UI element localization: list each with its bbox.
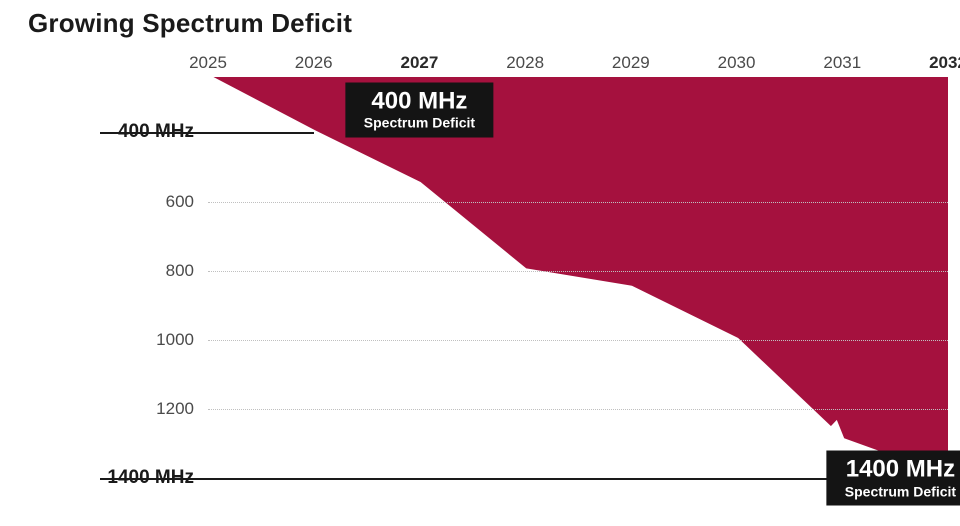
callout-label: Spectrum Deficit bbox=[364, 115, 475, 132]
gridline-y bbox=[208, 271, 948, 272]
y-tick-label: 1000 bbox=[156, 330, 194, 350]
callout-400: 400 MHz Spectrum Deficit bbox=[346, 82, 493, 137]
chart-title: Growing Spectrum Deficit bbox=[28, 8, 352, 39]
y-tick-label: 1200 bbox=[156, 399, 194, 419]
callout-value: 400 MHz bbox=[364, 88, 475, 113]
chart-plot-area: 400 MHz600800100012001400 MHz20252026202… bbox=[208, 55, 948, 506]
x-tick-label: 2028 bbox=[506, 53, 544, 73]
gridline-y bbox=[208, 409, 948, 410]
area-line-svg bbox=[208, 55, 948, 506]
chart-frame: Growing Spectrum Deficit 400 MHz60080010… bbox=[0, 0, 960, 526]
x-tick-label: 2029 bbox=[612, 53, 650, 73]
reference-line bbox=[100, 478, 953, 480]
gridline-y bbox=[208, 340, 948, 341]
callout-label: Spectrum Deficit bbox=[845, 483, 956, 500]
callout-value: 1400 MHz bbox=[845, 457, 956, 482]
x-tick-label: 2031 bbox=[823, 53, 861, 73]
reference-line bbox=[100, 132, 314, 134]
gridline-y bbox=[208, 202, 948, 203]
x-tick-label: 2027 bbox=[401, 53, 439, 73]
y-tick-label: 800 bbox=[166, 261, 194, 281]
x-tick-label: 2030 bbox=[718, 53, 756, 73]
y-tick-label: 600 bbox=[166, 192, 194, 212]
x-tick-label: 2025 bbox=[189, 53, 227, 73]
callout-1400: 1400 MHzSpectrum Deficit bbox=[827, 451, 960, 506]
x-tick-label: 2032 bbox=[929, 53, 960, 73]
x-tick-label: 2026 bbox=[295, 53, 333, 73]
